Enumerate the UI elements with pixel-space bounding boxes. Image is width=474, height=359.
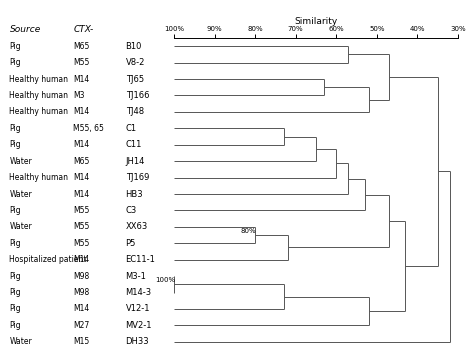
Text: M15: M15 (73, 337, 90, 346)
Text: Water: Water (9, 157, 32, 165)
Text: 80%: 80% (241, 228, 256, 234)
Text: P5: P5 (126, 239, 136, 248)
Text: Healthy human: Healthy human (9, 91, 68, 100)
Text: C1: C1 (126, 124, 137, 133)
Text: Water: Water (9, 190, 32, 199)
Text: 100%: 100% (155, 278, 175, 284)
Text: Pig: Pig (9, 140, 21, 149)
Text: Pig: Pig (9, 124, 21, 133)
Text: V8-2: V8-2 (126, 58, 145, 67)
Text: C11: C11 (126, 140, 142, 149)
Text: DH33: DH33 (126, 337, 149, 346)
Text: C3: C3 (126, 206, 137, 215)
Text: Healthy human: Healthy human (9, 173, 68, 182)
Text: Source: Source (9, 25, 41, 34)
Text: M65: M65 (73, 157, 90, 165)
Text: M14: M14 (73, 255, 90, 264)
Text: V12-1: V12-1 (126, 304, 150, 313)
Text: Water: Water (9, 222, 32, 231)
Text: M65: M65 (73, 42, 90, 51)
Text: MV2-1: MV2-1 (126, 321, 152, 330)
Text: M14: M14 (73, 173, 90, 182)
Text: M14-3: M14-3 (126, 288, 152, 297)
Text: Pig: Pig (9, 288, 21, 297)
Text: M14: M14 (73, 304, 90, 313)
Text: M14: M14 (73, 75, 90, 84)
Text: Pig: Pig (9, 42, 21, 51)
Text: HB3: HB3 (126, 190, 143, 199)
Text: XX63: XX63 (126, 222, 148, 231)
Text: M14: M14 (73, 140, 90, 149)
Text: Hospitalized patient: Hospitalized patient (9, 255, 87, 264)
Text: Pig: Pig (9, 272, 21, 281)
Text: Water: Water (9, 337, 32, 346)
Text: M14: M14 (73, 107, 90, 116)
Text: M98: M98 (73, 288, 90, 297)
Text: M14: M14 (73, 190, 90, 199)
Text: M27: M27 (73, 321, 90, 330)
Text: M55: M55 (73, 206, 90, 215)
Text: M3: M3 (73, 91, 85, 100)
Text: M55: M55 (73, 239, 90, 248)
Text: M55: M55 (73, 58, 90, 67)
Text: TJ65: TJ65 (126, 75, 144, 84)
Text: Pig: Pig (9, 58, 21, 67)
Text: M55: M55 (73, 222, 90, 231)
Text: B10: B10 (126, 42, 142, 51)
Text: TJ169: TJ169 (126, 173, 149, 182)
Title: Similarity: Similarity (294, 17, 337, 26)
Text: TJ48: TJ48 (126, 107, 144, 116)
Text: Pig: Pig (9, 321, 21, 330)
Text: Healthy human: Healthy human (9, 75, 68, 84)
Text: Pig: Pig (9, 304, 21, 313)
Text: TJ166: TJ166 (126, 91, 149, 100)
Text: M55, 65: M55, 65 (73, 124, 104, 133)
Text: Pig: Pig (9, 206, 21, 215)
Text: JH14: JH14 (126, 157, 145, 165)
Text: Healthy human: Healthy human (9, 107, 68, 116)
Text: Pig: Pig (9, 239, 21, 248)
Text: M98: M98 (73, 272, 90, 281)
Text: CTX-: CTX- (73, 25, 94, 34)
Text: M3-1: M3-1 (126, 272, 146, 281)
Text: EC11-1: EC11-1 (126, 255, 155, 264)
